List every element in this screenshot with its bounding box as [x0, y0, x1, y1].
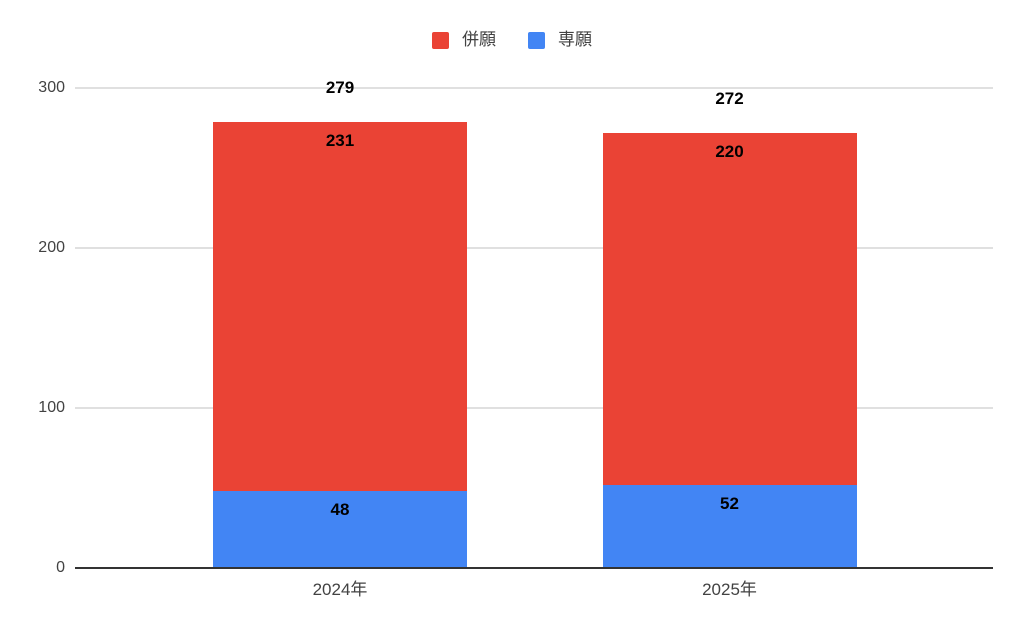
legend-label-sengan: 専願: [558, 30, 592, 49]
legend-item-heigan: 併願: [432, 30, 496, 50]
y-axis-tick-label: 300: [38, 79, 65, 96]
bar-2025年-segment-heigan: [602, 132, 857, 485]
legend: 併願 専願: [0, 30, 1024, 50]
bar-segment-value-label: 52: [720, 493, 739, 513]
x-axis-line: [75, 567, 993, 569]
legend-label-heigan: 併願: [462, 30, 496, 49]
x-axis-category-label: 2025年: [702, 580, 757, 599]
bar-segment-value-label: 231: [325, 130, 355, 150]
bar-segment-value-label: 48: [330, 500, 350, 520]
y-axis-tick-label: 0: [56, 559, 65, 576]
x-axis-category-label: 2024年: [312, 580, 368, 599]
gridline: [75, 87, 993, 89]
bar-segment-value-label: 220: [715, 141, 744, 161]
legend-item-sengan: 専願: [528, 30, 592, 50]
legend-swatch-sengan-icon: [528, 31, 545, 49]
bar-total-label: 272: [715, 88, 744, 108]
bar-total-label: 279: [325, 77, 355, 97]
y-axis-tick-label: 200: [38, 239, 65, 256]
gridline: [75, 407, 993, 409]
gridline: [75, 247, 993, 249]
bar-2024年-segment-sengan: [213, 491, 467, 568]
bar-2024年-segment-heigan: [213, 121, 467, 492]
y-axis-tick-label: 100: [38, 399, 65, 416]
bar-2025年-segment-sengan: [602, 484, 857, 568]
legend-swatch-heigan-icon: [432, 31, 449, 49]
